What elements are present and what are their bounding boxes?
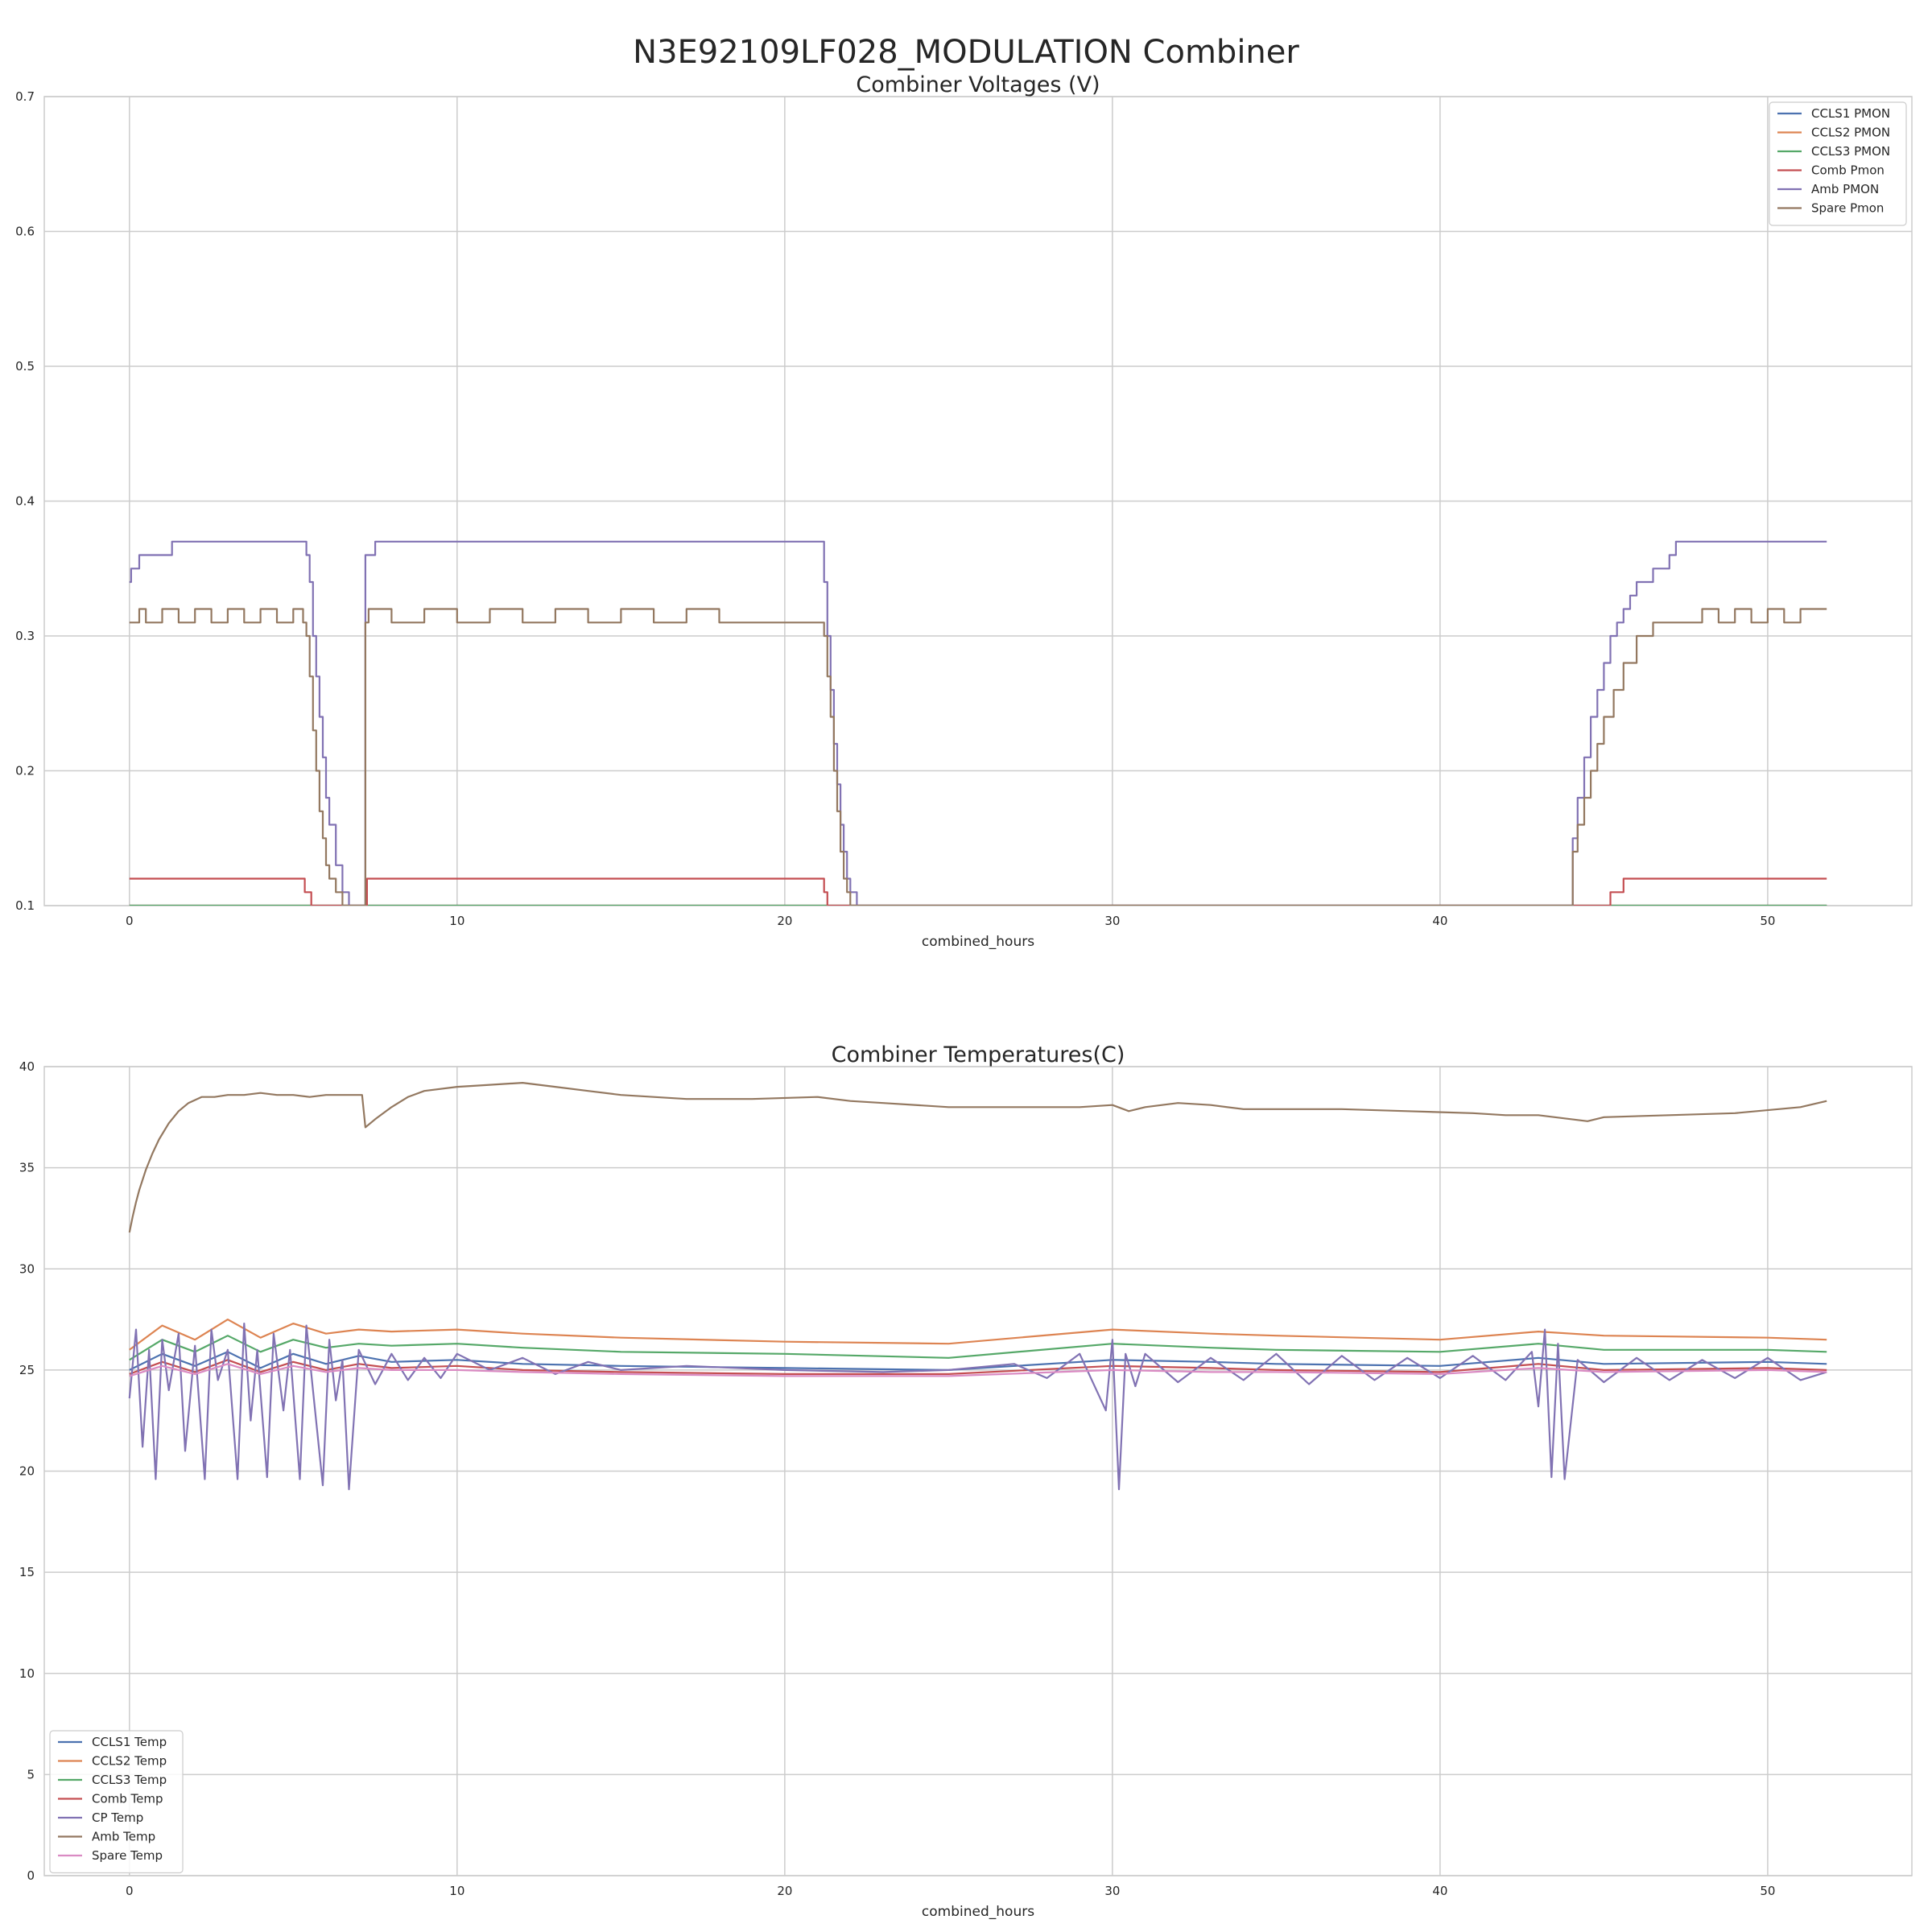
temperature-x-tick-label: 50 (1760, 1884, 1775, 1898)
temperature-x-tick-label: 0 (126, 1884, 134, 1898)
voltage-x-tick-label: 10 (449, 914, 464, 928)
temperature-y-tick-label: 0 (27, 1868, 35, 1883)
temperature-y-tick-label: 30 (19, 1261, 35, 1276)
temperature-series-line (128, 1082, 1827, 1233)
voltage-x-tick-label: 30 (1104, 914, 1120, 928)
voltage-x-axis-label: combined_hours (922, 934, 1034, 950)
temperature-x-tick-label: 10 (449, 1884, 464, 1898)
temperature-y-tick-label: 35 (19, 1161, 35, 1175)
voltage-chart-title: Combiner Voltages (V) (856, 72, 1100, 97)
voltage-legend-label: Amb PMON (1811, 182, 1879, 196)
voltage-y-tick-label: 0.4 (15, 494, 35, 509)
temperature-plot-frame (43, 1066, 1913, 1876)
temperature-x-axis-label: combined_hours (922, 1904, 1034, 1920)
temperature-y-tick-label: 20 (19, 1464, 35, 1479)
voltage-x-tick-label: 20 (777, 914, 792, 928)
temperature-x-tick-label: 20 (777, 1884, 792, 1898)
temperature-chart-title: Combiner Temperatures(C) (832, 1042, 1125, 1067)
voltage-series-line (129, 877, 1827, 906)
voltage-legend (1769, 101, 1907, 226)
voltage-y-tick-label: 0.5 (15, 359, 35, 374)
voltage-x-tick-label: 0 (126, 914, 134, 928)
temperature-y-tick-label: 10 (19, 1666, 35, 1681)
temperature-legend-label: CCLS2 Temp (92, 1754, 167, 1769)
voltage-x-tick-label: 40 (1432, 914, 1447, 928)
voltage-y-tick-label: 0.6 (15, 225, 35, 239)
temperature-legend-label: CP Temp (92, 1810, 143, 1825)
temperature-series-line (128, 1323, 1827, 1491)
temperature-x-tick-label: 30 (1104, 1884, 1120, 1898)
temperature-legend-label: Comb Temp (92, 1792, 163, 1806)
temperature-y-tick-label: 25 (19, 1363, 35, 1377)
temperature-panel: Combiner Temperatures(C) 0 10 20 30 40 50 0 5 10 1… (19, 1042, 1913, 1920)
voltage-series-line (129, 608, 1827, 906)
voltage-series-line (129, 540, 1827, 906)
temperature-legend-label: Amb Temp (92, 1830, 155, 1844)
temperature-legend-label: CCLS3 Temp (92, 1773, 167, 1787)
temperature-y-tick-label: 5 (27, 1767, 35, 1781)
figure-title: N3E92109LF028_MODULATION Combiner (633, 34, 1299, 71)
voltage-legend-label: CCLS1 PMON (1811, 106, 1890, 121)
voltage-panel: Combiner Voltages (V) 0 10 20 30 40 50 0.1 0.2 0.… (15, 72, 1913, 950)
temperature-x-tick-label: 40 (1432, 1884, 1447, 1898)
voltage-legend-label: Spare Pmon (1811, 201, 1884, 216)
voltage-legend-label: Comb Pmon (1811, 163, 1885, 178)
temperature-y-tick-label: 40 (19, 1059, 35, 1074)
temperature-legend-label: CCLS1 Temp (92, 1735, 167, 1749)
temperature-legend (49, 1730, 184, 1874)
temperature-y-tick-label: 15 (19, 1565, 35, 1579)
voltage-y-tick-label: 0.2 (15, 764, 35, 778)
voltage-y-tick-label: 0.7 (15, 89, 35, 104)
voltage-x-tick-label: 50 (1760, 914, 1775, 928)
voltage-y-tick-label: 0.1 (15, 898, 35, 913)
voltage-legend-label: CCLS3 PMON (1811, 144, 1890, 159)
voltage-y-tick-label: 0.3 (15, 629, 35, 643)
temperature-series-line (129, 1363, 1827, 1377)
temperature-legend-label: Spare Temp (92, 1848, 163, 1863)
voltage-legend-label: CCLS2 PMON (1811, 126, 1890, 140)
temperature-series-line (129, 1351, 1827, 1371)
